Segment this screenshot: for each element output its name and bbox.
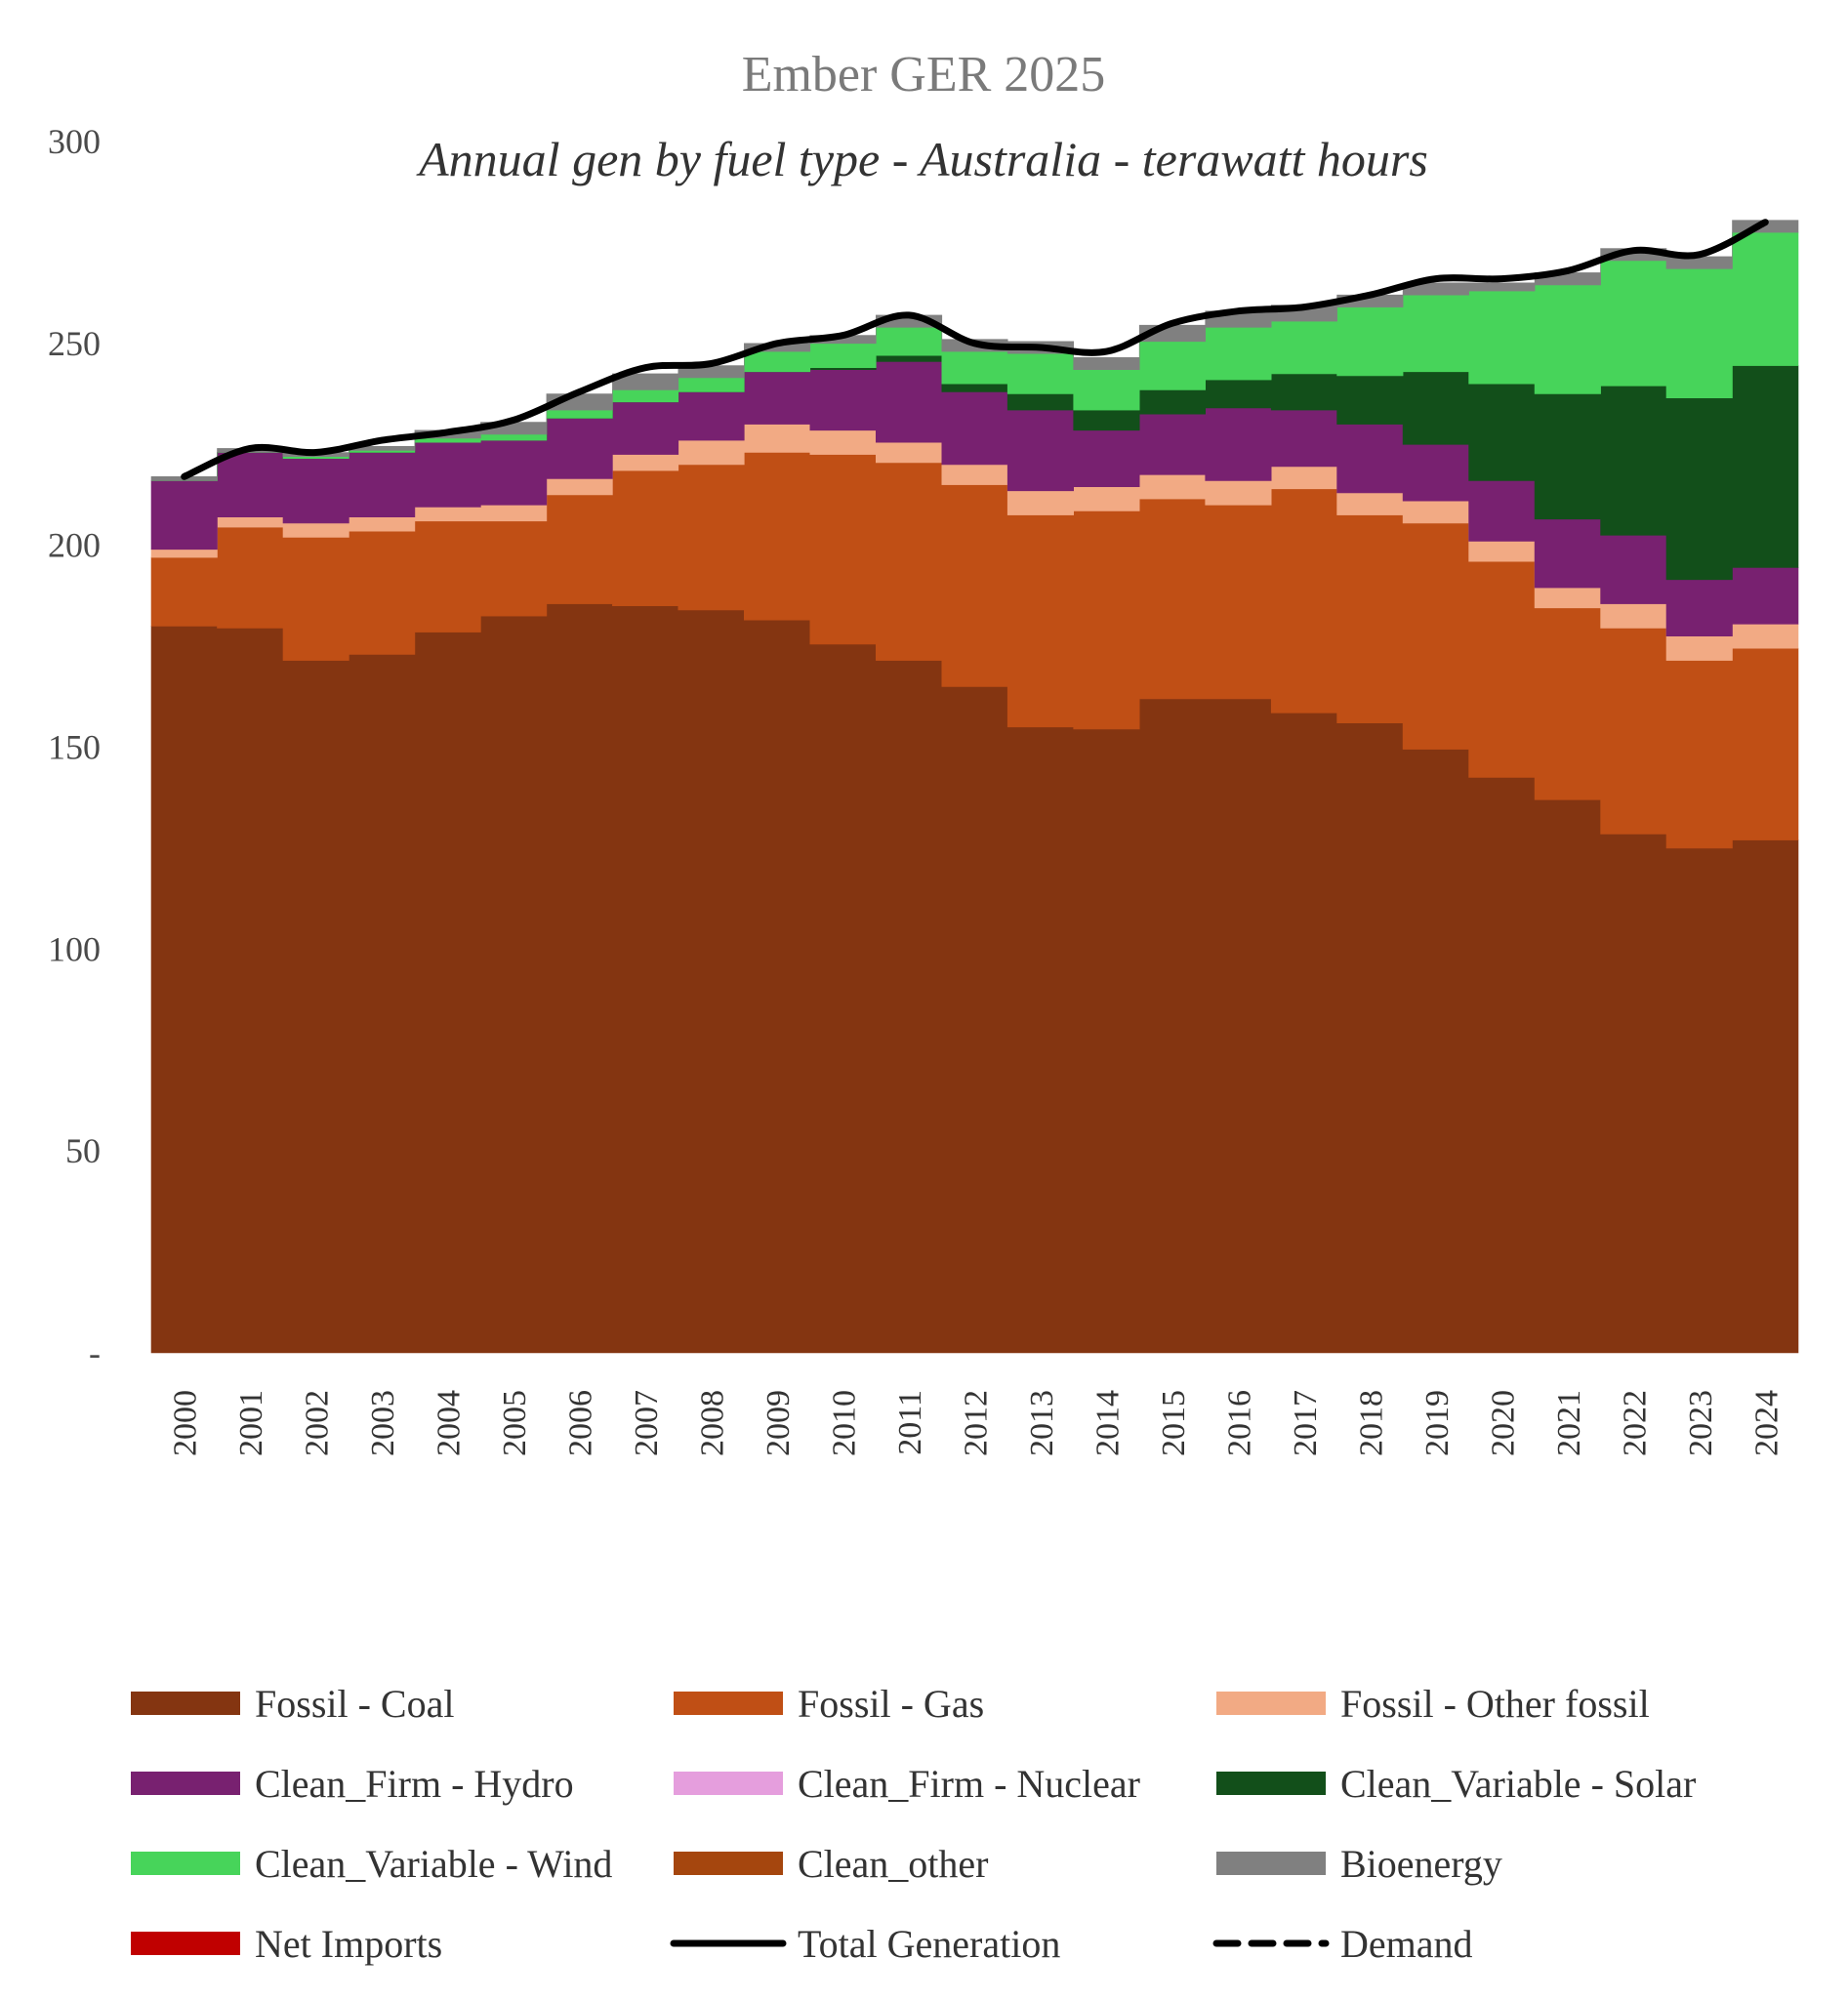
legend-label: Clean_Firm - Nuclear (798, 1762, 1140, 1806)
legend-swatch (1216, 1772, 1326, 1795)
x-tick-label: 2004 (431, 1390, 468, 1456)
legend-item-fossil-gas: Fossil - Gas (674, 1682, 984, 1726)
x-tick-label: 2021 (1551, 1390, 1587, 1456)
x-tick-label: 2010 (827, 1390, 863, 1456)
legend-label: Clean_Variable - Wind (255, 1842, 612, 1886)
legend-item-bioenergy: Bioenergy (1216, 1842, 1502, 1886)
chart-subtitle: Annual gen by fuel type - Australia - te… (416, 132, 1428, 186)
x-tick-label: 2000 (168, 1390, 204, 1456)
x-tick-label: 2011 (892, 1390, 928, 1455)
x-tick-label: 2014 (1090, 1390, 1127, 1456)
chart-title: Ember GER 2025 (742, 47, 1106, 102)
legend-swatch (131, 1772, 240, 1795)
legend: Fossil - Coal Fossil - Gas Fossil - Other … (131, 1682, 1696, 1966)
y-tick-label: 300 (48, 122, 101, 161)
x-tick-label: 2005 (497, 1390, 533, 1456)
legend-label: Demand (1340, 1922, 1473, 1966)
legend-swatch (1216, 1852, 1326, 1875)
x-tick-label: 2017 (1288, 1390, 1324, 1456)
line-total-generation (181, 219, 1769, 480)
x-tick-label: 2007 (629, 1390, 665, 1456)
stacked-areas (150, 220, 1799, 1354)
legend-label: Net Imports (255, 1922, 442, 1966)
legend-item-total-generation: Total Generation (670, 1922, 1060, 1966)
y-tick-label: 100 (48, 929, 101, 968)
legend-label: Clean_Variable - Solar (1340, 1762, 1696, 1806)
legend-label: Fossil - Other fossil (1340, 1682, 1650, 1726)
x-tick-label: 2023 (1683, 1390, 1719, 1456)
x-tick-label: 2018 (1353, 1390, 1389, 1456)
legend-item-fossil-other-fossil: Fossil - Other fossil (1216, 1682, 1650, 1726)
legend-swatch (131, 1932, 240, 1955)
y-tick-label: 200 (48, 526, 101, 565)
legend-item-clean-variable-solar: Clean_Variable - Solar (1216, 1762, 1696, 1806)
legend-label: Bioenergy (1340, 1842, 1502, 1886)
x-tick-label: 2022 (1617, 1390, 1653, 1456)
legend-item-clean-firm-nuclear: Clean_Firm - Nuclear (674, 1762, 1140, 1806)
legend-item-clean-other: Clean_other (674, 1842, 989, 1886)
legend-label: Fossil - Gas (798, 1682, 984, 1726)
legend-swatch (131, 1852, 240, 1875)
legend-item-demand: Demand (1212, 1922, 1473, 1966)
x-tick-label: 2019 (1419, 1390, 1456, 1456)
y-tick-label: - (89, 1333, 101, 1372)
x-tick-label: 2016 (1221, 1390, 1257, 1456)
series-lines (181, 219, 1769, 480)
legend-item-fossil-coal: Fossil - Coal (131, 1682, 454, 1726)
x-tick-label: 2015 (1156, 1390, 1192, 1456)
legend-swatch (674, 1692, 783, 1715)
x-tick-label: 2009 (760, 1390, 797, 1456)
x-tick-label: 2013 (1024, 1390, 1060, 1456)
x-tick-label: 2012 (959, 1390, 995, 1456)
y-tick-label: 150 (48, 728, 101, 767)
y-tick-label: 50 (65, 1131, 101, 1170)
legend-label: Total Generation (798, 1922, 1060, 1966)
x-tick-label: 2001 (233, 1390, 269, 1456)
legend-swatch (1216, 1692, 1326, 1715)
legend-item-clean-firm-hydro: Clean_Firm - Hydro (131, 1762, 574, 1806)
x-axis: 2000 2001 2002 2003 2004 2005 2006 2007 2008 2009… (168, 1390, 1786, 1456)
x-tick-label: 2006 (563, 1390, 599, 1456)
y-tick-label: 250 (48, 324, 101, 363)
legend-label: Clean_other (798, 1842, 989, 1886)
legend-swatch (674, 1772, 783, 1795)
x-tick-label: 2002 (300, 1390, 336, 1456)
legend-swatch (674, 1852, 783, 1875)
legend-label: Fossil - Coal (255, 1682, 454, 1726)
x-tick-label: 2003 (365, 1390, 401, 1456)
legend-swatch (131, 1692, 240, 1715)
x-tick-label: 2020 (1485, 1390, 1521, 1456)
y-axis: - 50 100 150 200 250 300 (48, 122, 101, 1372)
x-tick-label: 2024 (1748, 1390, 1785, 1456)
legend-item-net-imports: Net Imports (131, 1922, 442, 1966)
legend-label: Clean_Firm - Hydro (255, 1762, 574, 1806)
x-tick-label: 2008 (695, 1390, 731, 1456)
legend-item-clean-variable-wind: Clean_Variable - Wind (131, 1842, 612, 1886)
